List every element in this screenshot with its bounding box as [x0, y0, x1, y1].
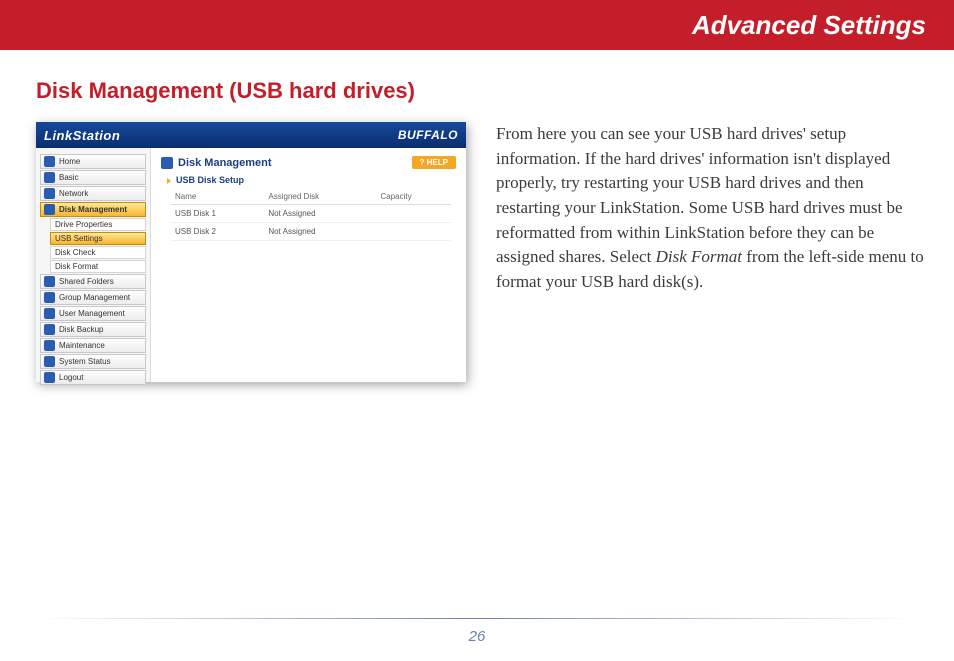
table-cell: Not Assigned — [264, 223, 376, 241]
sidebar-item-network[interactable]: Network — [40, 186, 146, 201]
folder-icon — [44, 308, 55, 319]
panel-title-text: Disk Management — [178, 157, 272, 169]
sidebar-item-logout[interactable]: Logout — [40, 370, 146, 385]
table-header: Capacity — [377, 189, 452, 205]
body-text-em: Disk Format — [656, 247, 742, 266]
sidebar-subitem-disk-check[interactable]: Disk Check — [50, 246, 146, 259]
sidebar-item-label: Disk Management — [59, 205, 127, 214]
sidebar-item-label: System Status — [59, 357, 111, 366]
table-cell — [377, 205, 452, 223]
sidebar-item-label: Logout — [59, 373, 83, 382]
folder-icon — [44, 276, 55, 287]
sidebar-item-label: Maintenance — [59, 341, 105, 350]
two-column-layout: LinkStation BUFFALO Home Basic Network Disk… — [36, 122, 934, 382]
sidebar-item-group-management[interactable]: Group Management — [40, 290, 146, 305]
disk-icon — [161, 157, 173, 169]
folder-icon — [44, 324, 55, 335]
page-number: 26 — [0, 628, 954, 645]
sidebar-item-home[interactable]: Home — [40, 154, 146, 169]
table-cell: Not Assigned — [264, 205, 376, 223]
folder-icon — [44, 172, 55, 183]
screenshot-linkstation: LinkStation BUFFALO Home Basic Network Disk… — [36, 122, 466, 382]
header-title: Advanced Settings — [692, 10, 926, 41]
folder-icon — [44, 156, 55, 167]
sidebar-item-label: User Management — [59, 309, 125, 318]
page-content: Disk Management (USB hard drives) LinkSt… — [0, 50, 954, 382]
header-band: Advanced Settings — [0, 0, 954, 50]
folder-icon — [44, 204, 55, 215]
body-paragraph: From here you can see your USB hard driv… — [496, 122, 928, 294]
sidebar-item-shared-folders[interactable]: Shared Folders — [40, 274, 146, 289]
help-button[interactable]: ? HELP — [412, 156, 456, 169]
screenshot-main: Disk Management ? HELP USB Disk Setup Na… — [151, 148, 466, 382]
usb-disk-table: NameAssigned DiskCapacity USB Disk 1Not … — [171, 189, 451, 241]
sidebar-item-label: Group Management — [59, 293, 130, 302]
body-text-a: From here you can see your USB hard driv… — [496, 124, 903, 266]
table-header: Name — [171, 189, 264, 205]
sidebar-subitem-drive-properties[interactable]: Drive Properties — [50, 218, 146, 231]
table-row: USB Disk 1Not Assigned — [171, 205, 451, 223]
section-title: Disk Management (USB hard drives) — [36, 78, 934, 104]
footer-rule — [36, 618, 918, 619]
screenshot-titlebar: LinkStation BUFFALO — [36, 122, 466, 148]
table-cell: USB Disk 1 — [171, 205, 264, 223]
sidebar-subitem-disk-format[interactable]: Disk Format — [50, 260, 146, 273]
table-row: USB Disk 2Not Assigned — [171, 223, 451, 241]
sidebar-subitem-usb-settings[interactable]: USB Settings — [50, 232, 146, 245]
sidebar-item-user-management[interactable]: User Management — [40, 306, 146, 321]
sidebar-item-label: Basic — [59, 173, 79, 182]
screenshot-sidebar: Home Basic Network Disk Management Drive Pro… — [36, 148, 151, 382]
table-header: Assigned Disk — [264, 189, 376, 205]
screenshot-body: Home Basic Network Disk Management Drive Pro… — [36, 148, 466, 382]
brand-linkstation: LinkStation — [44, 128, 120, 143]
table-cell: USB Disk 2 — [171, 223, 264, 241]
sidebar-item-label: Network — [59, 189, 88, 198]
body-text: From here you can see your USB hard driv… — [496, 122, 934, 382]
table-cell — [377, 223, 452, 241]
sidebar-item-label: Home — [59, 157, 80, 166]
sidebar-item-disk-backup[interactable]: Disk Backup — [40, 322, 146, 337]
brand-buffalo: BUFFALO — [398, 128, 458, 142]
panel-subhead: USB Disk Setup — [167, 175, 456, 185]
sidebar-item-maintenance[interactable]: Maintenance — [40, 338, 146, 353]
folder-icon — [44, 292, 55, 303]
sidebar-item-system-status[interactable]: System Status — [40, 354, 146, 369]
panel-title: Disk Management — [161, 157, 272, 169]
sidebar-item-label: Disk Backup — [59, 325, 103, 334]
folder-icon — [44, 372, 55, 383]
folder-icon — [44, 340, 55, 351]
sidebar-item-disk-management[interactable]: Disk Management — [40, 202, 146, 217]
folder-icon — [44, 188, 55, 199]
sidebar-item-basic[interactable]: Basic — [40, 170, 146, 185]
panel-title-row: Disk Management ? HELP — [161, 156, 456, 169]
sidebar-item-label: Shared Folders — [59, 277, 114, 286]
folder-icon — [44, 356, 55, 367]
